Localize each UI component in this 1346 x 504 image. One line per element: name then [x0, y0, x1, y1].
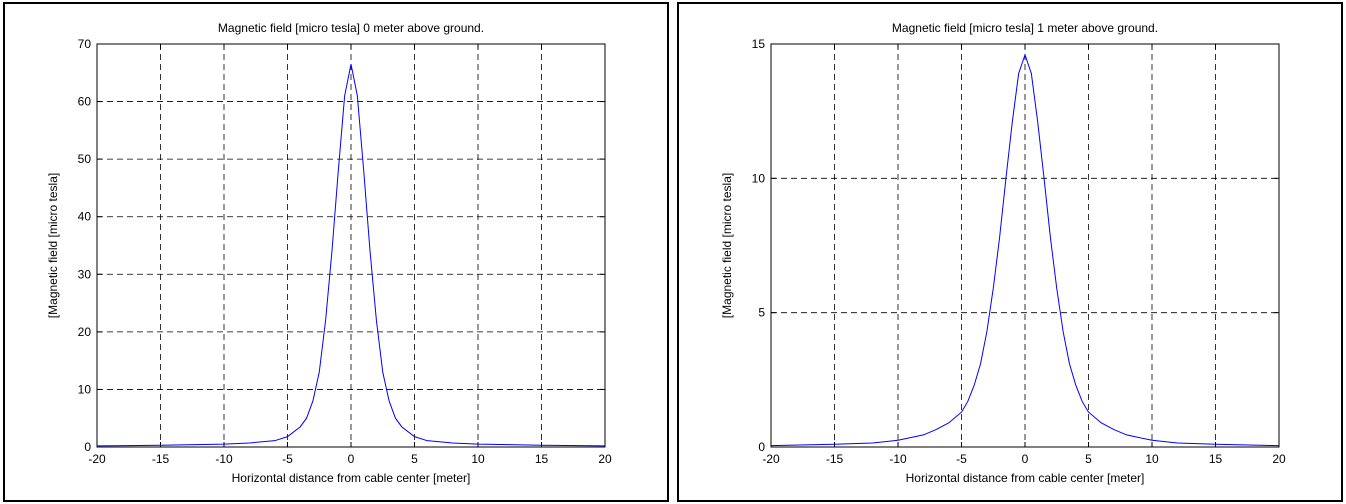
y-tick-label: 50	[78, 152, 92, 166]
x-tick-label: 10	[471, 452, 485, 466]
x-tick-label: 15	[535, 452, 549, 466]
x-tick-label: -20	[762, 452, 780, 466]
x-tick-label: 5	[411, 452, 418, 466]
chart-panel-right: Magnetic field [micro tesla] 1 meter abo…	[677, 2, 1343, 502]
y-axis-label: [Magnetic field [micro tesla]	[46, 173, 60, 318]
y-tick-label: 20	[78, 325, 92, 339]
y-tick-label: 5	[758, 306, 765, 320]
x-tick-label: 0	[348, 452, 355, 466]
x-tick-label: -15	[826, 452, 844, 466]
x-tick-label: 0	[1022, 452, 1029, 466]
y-tick-label: 40	[78, 210, 92, 224]
y-axis-label: [Magnetic field [micro tesla]	[720, 173, 734, 318]
x-tick-label: 5	[1085, 452, 1092, 466]
series-line	[96, 64, 606, 447]
chart-panel-left: Magnetic field [micro tesla] 0 meter abo…	[3, 2, 669, 502]
x-tick-label: 20	[598, 452, 612, 466]
x-tick-label: -10	[889, 452, 907, 466]
chart-title: Magnetic field [micro tesla] 1 meter abo…	[892, 21, 1158, 35]
y-tick-label: 0	[758, 440, 765, 454]
y-tick-label: 10	[752, 171, 766, 185]
chart-title: Magnetic field [micro tesla] 0 meter abo…	[218, 21, 484, 35]
y-tick-label: 60	[78, 95, 92, 109]
x-tick-label: 20	[1272, 452, 1286, 466]
x-axis-label: Horizontal distance from cable center [m…	[906, 471, 1145, 485]
x-tick-label: -5	[282, 452, 293, 466]
x-tick-label: 10	[1145, 452, 1159, 466]
x-tick-label: 15	[1209, 452, 1223, 466]
series-line	[770, 53, 1280, 447]
x-axis-label: Horizontal distance from cable center [m…	[232, 471, 471, 485]
x-tick-label: -15	[152, 452, 170, 466]
y-tick-label: 70	[78, 37, 92, 51]
y-tick-label: 30	[78, 267, 92, 281]
x-tick-label: -20	[88, 452, 106, 466]
x-tick-label: -10	[215, 452, 233, 466]
chart-right-svg: Magnetic field [micro tesla] 1 meter abo…	[720, 21, 1286, 485]
y-tick-label: 15	[752, 37, 766, 51]
y-tick-label: 0	[84, 440, 91, 454]
y-tick-label: 10	[78, 382, 92, 396]
x-tick-label: -5	[956, 452, 967, 466]
chart-left-svg: Magnetic field [micro tesla] 0 meter abo…	[46, 21, 612, 485]
